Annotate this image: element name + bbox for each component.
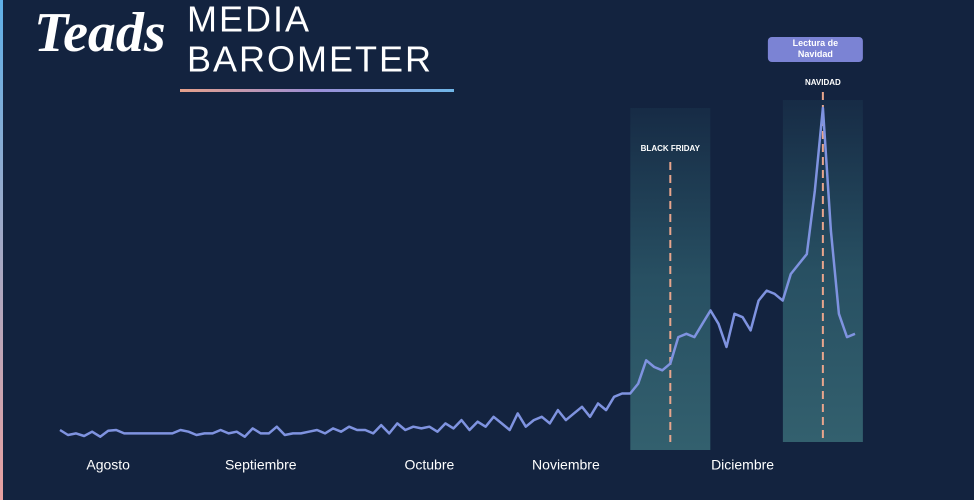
title-line: MEDIA — [187, 0, 311, 40]
note-label: Lectura de Navidad — [793, 38, 839, 59]
event-label: BLACK FRIDAY — [641, 144, 701, 153]
x-tick-label: Diciembre — [711, 457, 774, 473]
logo: Teads — [34, 2, 166, 64]
x-tick-label: Septiembre — [225, 457, 297, 473]
edge-bar — [0, 0, 3, 500]
title-line: BAROMETER — [187, 39, 433, 80]
x-tick-label: Noviembre — [532, 457, 600, 473]
x-tick-label: Agosto — [86, 457, 130, 473]
note-box — [767, 37, 863, 62]
x-tick-label: Octubre — [404, 457, 454, 473]
title-underline — [180, 89, 454, 92]
event-label: NAVIDAD — [805, 78, 841, 87]
data-line — [59, 106, 856, 438]
